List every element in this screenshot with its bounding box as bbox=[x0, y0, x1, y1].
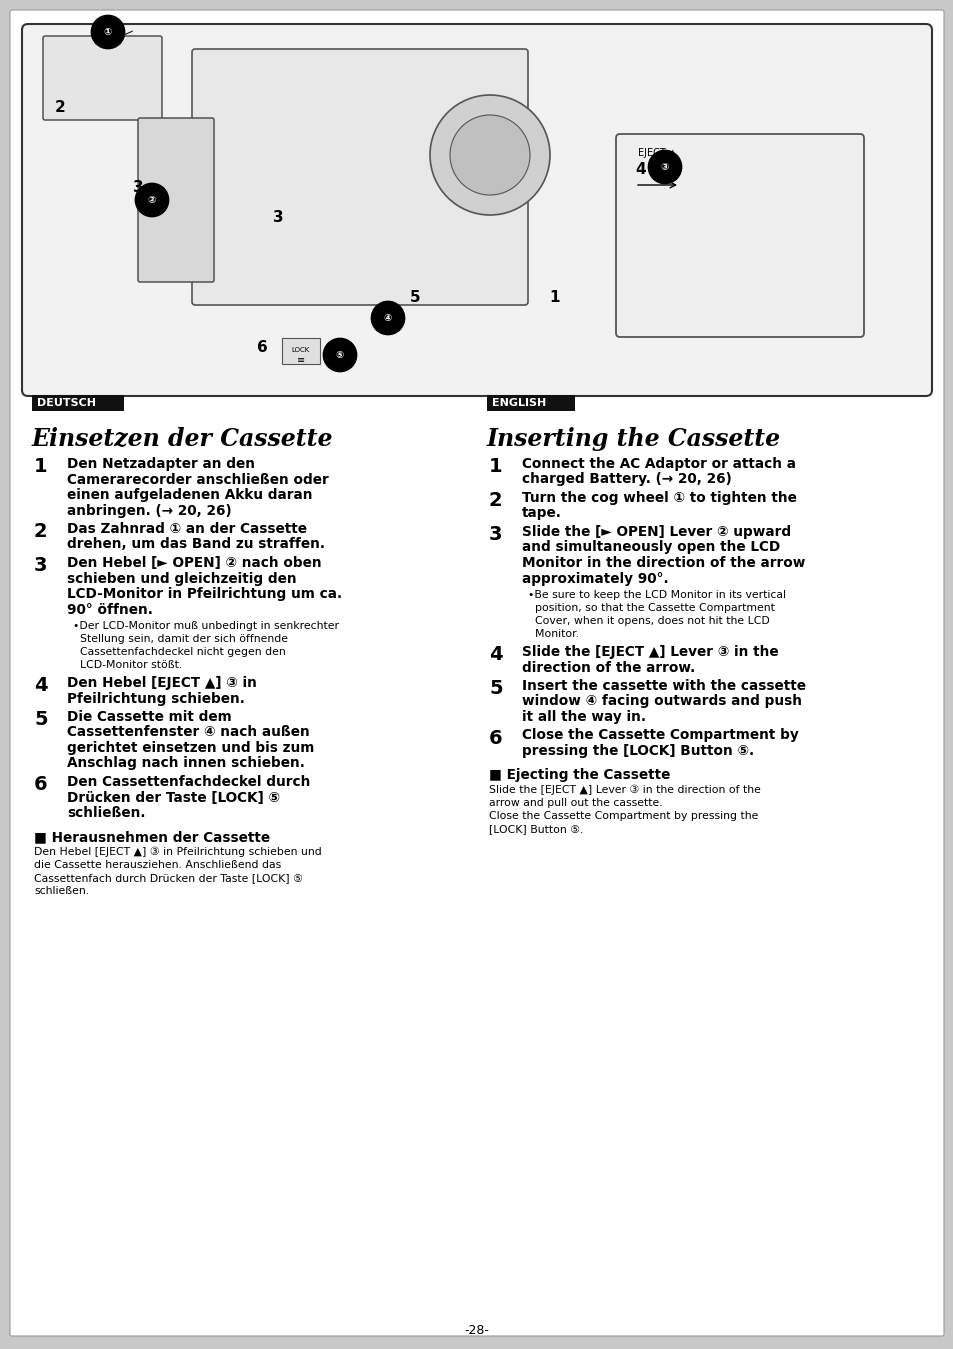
Text: Monitor.: Monitor. bbox=[527, 629, 578, 639]
Text: Slide the [EJECT ▲] Lever ③ in the direction of the: Slide the [EJECT ▲] Lever ③ in the direc… bbox=[489, 785, 760, 796]
Text: ③: ③ bbox=[660, 162, 668, 173]
Text: Den Hebel [EJECT ▲] ③ in: Den Hebel [EJECT ▲] ③ in bbox=[67, 676, 256, 689]
Text: LCD-Monitor stößt.: LCD-Monitor stößt. bbox=[73, 660, 182, 670]
Text: Den Hebel [► OPEN] ② nach oben: Den Hebel [► OPEN] ② nach oben bbox=[67, 556, 321, 571]
FancyBboxPatch shape bbox=[616, 134, 863, 337]
Text: Drücken der Taste [LOCK] ⑤: Drücken der Taste [LOCK] ⑤ bbox=[67, 791, 280, 804]
Text: Connect the AC Adaptor or attach a: Connect the AC Adaptor or attach a bbox=[521, 457, 795, 471]
Text: pressing the [LOCK] Button ⑤.: pressing the [LOCK] Button ⑤. bbox=[521, 745, 753, 758]
Text: and simultaneously open the LCD: and simultaneously open the LCD bbox=[521, 541, 780, 554]
Text: 1: 1 bbox=[34, 457, 48, 476]
Text: -28-: -28- bbox=[464, 1323, 489, 1337]
Text: 6: 6 bbox=[256, 340, 267, 356]
Text: LCD-Monitor in Pfeilrichtung um ca.: LCD-Monitor in Pfeilrichtung um ca. bbox=[67, 587, 342, 602]
Text: ④: ④ bbox=[383, 313, 392, 322]
Text: Die Cassette mit dem: Die Cassette mit dem bbox=[67, 710, 232, 724]
Text: LOCK: LOCK bbox=[292, 347, 310, 353]
Text: window ④ facing outwards and push: window ④ facing outwards and push bbox=[521, 695, 801, 708]
Text: Insert the cassette with the cassette: Insert the cassette with the cassette bbox=[521, 679, 805, 693]
Text: Cover, when it opens, does not hit the LCD: Cover, when it opens, does not hit the L… bbox=[527, 616, 769, 626]
FancyBboxPatch shape bbox=[22, 24, 931, 397]
Text: approximately 90°.: approximately 90°. bbox=[521, 572, 668, 585]
Text: Stellung sein, damit der sich öffnende: Stellung sein, damit der sich öffnende bbox=[73, 634, 288, 643]
Text: ■ Herausnehmen der Cassette: ■ Herausnehmen der Cassette bbox=[34, 831, 270, 844]
Text: it all the way in.: it all the way in. bbox=[521, 710, 645, 724]
FancyBboxPatch shape bbox=[10, 9, 943, 1336]
Text: Camerarecorder anschließen oder: Camerarecorder anschließen oder bbox=[67, 472, 329, 487]
Text: schließen.: schließen. bbox=[34, 886, 89, 896]
Text: schieben und gleichzeitig den: schieben und gleichzeitig den bbox=[67, 572, 296, 585]
Text: 5: 5 bbox=[489, 679, 502, 697]
Text: 4: 4 bbox=[489, 645, 502, 664]
Text: Anschlag nach innen schieben.: Anschlag nach innen schieben. bbox=[67, 757, 305, 770]
Text: 6: 6 bbox=[34, 774, 48, 795]
Text: ⑤: ⑤ bbox=[335, 349, 344, 360]
Text: 6: 6 bbox=[489, 728, 502, 747]
Text: Einsetzen der Cassette: Einsetzen der Cassette bbox=[32, 428, 334, 451]
Text: schließen.: schließen. bbox=[67, 805, 146, 820]
Text: Close the Cassette Compartment by pressing the: Close the Cassette Compartment by pressi… bbox=[489, 811, 758, 822]
FancyBboxPatch shape bbox=[43, 36, 162, 120]
Text: 3: 3 bbox=[34, 556, 48, 575]
Text: einen aufgeladenen Akku daran: einen aufgeladenen Akku daran bbox=[67, 488, 313, 502]
Text: EJECT ▲: EJECT ▲ bbox=[638, 148, 676, 158]
Bar bbox=[32, 395, 124, 411]
Text: ≡: ≡ bbox=[296, 355, 305, 366]
Text: DEUTSCH: DEUTSCH bbox=[37, 398, 96, 407]
Text: gerichtet einsetzen und bis zum: gerichtet einsetzen und bis zum bbox=[67, 741, 314, 755]
Text: arrow and pull out the cassette.: arrow and pull out the cassette. bbox=[489, 799, 662, 808]
Circle shape bbox=[450, 115, 530, 196]
Text: Cassettenfenster ④ nach außen: Cassettenfenster ④ nach außen bbox=[67, 726, 310, 739]
Text: die Cassette herausziehen. Anschließend das: die Cassette herausziehen. Anschließend … bbox=[34, 861, 281, 870]
Text: tape.: tape. bbox=[521, 506, 561, 521]
Text: Den Hebel [EJECT ▲] ③ in Pfeilrichtung schieben und: Den Hebel [EJECT ▲] ③ in Pfeilrichtung s… bbox=[34, 847, 321, 858]
Text: ■ Ejecting the Cassette: ■ Ejecting the Cassette bbox=[489, 769, 670, 782]
Text: ENGLISH: ENGLISH bbox=[492, 398, 546, 407]
Text: ②: ② bbox=[148, 196, 156, 205]
Text: Cassettenfachdeckel nicht gegen den: Cassettenfachdeckel nicht gegen den bbox=[73, 648, 286, 657]
Circle shape bbox=[430, 94, 550, 214]
Text: 2: 2 bbox=[34, 522, 48, 541]
Text: Slide the [EJECT ▲] Lever ③ in the: Slide the [EJECT ▲] Lever ③ in the bbox=[521, 645, 778, 660]
Text: drehen, um das Band zu straffen.: drehen, um das Band zu straffen. bbox=[67, 537, 325, 552]
Bar bbox=[486, 395, 575, 411]
Text: Monitor in the direction of the arrow: Monitor in the direction of the arrow bbox=[521, 556, 804, 571]
Text: 4: 4 bbox=[34, 676, 48, 695]
Text: Den Cassettenfachdeckel durch: Den Cassettenfachdeckel durch bbox=[67, 774, 310, 789]
Text: 1: 1 bbox=[489, 457, 502, 476]
Text: Das Zahnrad ① an der Cassette: Das Zahnrad ① an der Cassette bbox=[67, 522, 307, 536]
Text: charged Battery. (→ 20, 26): charged Battery. (→ 20, 26) bbox=[521, 472, 731, 487]
FancyBboxPatch shape bbox=[192, 49, 527, 305]
FancyBboxPatch shape bbox=[138, 117, 213, 282]
Text: 1: 1 bbox=[549, 290, 559, 305]
Text: •Der LCD-Monitor muß unbedingt in senkrechter: •Der LCD-Monitor muß unbedingt in senkre… bbox=[73, 621, 338, 631]
Text: Cassettenfach durch Drücken der Taste [LOCK] ⑤: Cassettenfach durch Drücken der Taste [L… bbox=[34, 873, 302, 884]
Text: anbringen. (→ 20, 26): anbringen. (→ 20, 26) bbox=[67, 503, 232, 518]
Text: [LOCK] Button ⑤.: [LOCK] Button ⑤. bbox=[489, 824, 583, 834]
Text: Pfeilrichtung schieben.: Pfeilrichtung schieben. bbox=[67, 692, 245, 706]
Text: 3: 3 bbox=[273, 210, 283, 225]
Bar bbox=[282, 339, 319, 364]
Text: position, so that the Cassette Compartment: position, so that the Cassette Compartme… bbox=[527, 603, 774, 612]
Text: 90° öffnen.: 90° öffnen. bbox=[67, 603, 152, 616]
Text: 5: 5 bbox=[409, 290, 420, 305]
Text: •Be sure to keep the LCD Monitor in its vertical: •Be sure to keep the LCD Monitor in its … bbox=[527, 590, 785, 600]
Text: Den Netzadapter an den: Den Netzadapter an den bbox=[67, 457, 254, 471]
Text: direction of the arrow.: direction of the arrow. bbox=[521, 661, 695, 674]
Text: 4: 4 bbox=[635, 162, 645, 177]
Text: Close the Cassette Compartment by: Close the Cassette Compartment by bbox=[521, 728, 798, 742]
Text: 3: 3 bbox=[489, 525, 502, 544]
Text: 3: 3 bbox=[132, 181, 143, 196]
Text: 2: 2 bbox=[54, 100, 66, 116]
Text: ①: ① bbox=[104, 27, 112, 36]
Text: 2: 2 bbox=[489, 491, 502, 510]
Text: 5: 5 bbox=[34, 710, 48, 728]
Text: Inserting the Cassette: Inserting the Cassette bbox=[486, 428, 781, 451]
Text: Slide the [► OPEN] Lever ② upward: Slide the [► OPEN] Lever ② upward bbox=[521, 525, 790, 540]
Text: Turn the cog wheel ① to tighten the: Turn the cog wheel ① to tighten the bbox=[521, 491, 796, 505]
